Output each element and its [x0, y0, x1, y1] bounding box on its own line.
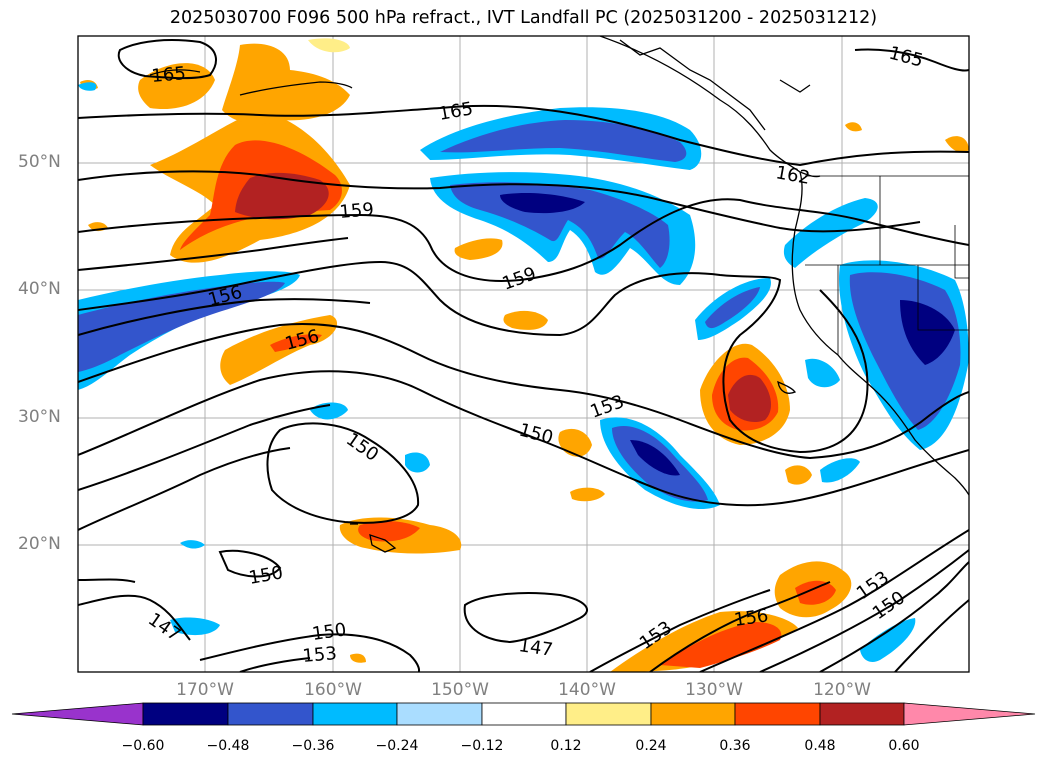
- map-content: 165 165 165 162 159 159 156 156 153 150 …: [78, 36, 969, 672]
- lat-label: 20°N: [18, 534, 61, 554]
- colorbar-swatch: [481, 702, 567, 726]
- colorbar-swatch: [142, 702, 229, 726]
- coastlines: [149, 36, 969, 553]
- map-frame: [77, 35, 970, 673]
- contour-label: 165: [437, 98, 474, 125]
- colorbar-swatch: [312, 702, 398, 726]
- lon-label: 140°W: [558, 680, 616, 700]
- lat-label: 50°N: [18, 152, 61, 172]
- contour-label: 150: [247, 562, 284, 589]
- colorbar-swatch: [227, 702, 314, 726]
- colorbar-swatch: [396, 702, 483, 726]
- contour-label: 150: [517, 420, 556, 449]
- gridlines: [78, 36, 969, 672]
- lon-label: 120°W: [813, 680, 871, 700]
- lon-label: 130°W: [685, 680, 743, 700]
- contour-label: 159: [339, 199, 375, 223]
- contour-label: 156: [733, 605, 770, 631]
- colorbar-tick-label: −0.24: [375, 738, 419, 754]
- colorbar-tick-label: 0.60: [888, 738, 920, 754]
- colorbar-tick-label: 0.48: [804, 738, 836, 754]
- contour-label: 150: [311, 619, 348, 645]
- contour-label: 165: [887, 43, 926, 72]
- contour-label: 147: [517, 635, 554, 661]
- colorbar-tick-label: 0.36: [719, 738, 751, 754]
- colorbar-tick-label: 0.12: [550, 738, 582, 754]
- contour-label: 147: [144, 609, 184, 646]
- positive-anomaly-shading: [80, 38, 969, 672]
- colorbar-swatch: [650, 702, 736, 726]
- contour-label: 165: [151, 63, 187, 87]
- height-contours: [78, 39, 969, 672]
- lon-label: 150°W: [431, 680, 489, 700]
- colorbar-swatch: [565, 702, 652, 726]
- contour-label: 150: [342, 429, 382, 466]
- contour-label: 162: [774, 162, 811, 189]
- colorbar-tick-label: −0.48: [206, 738, 250, 754]
- colorbar-tick-label: 0.24: [635, 738, 667, 754]
- colorbar-extend-left: [11, 702, 144, 726]
- map-title: 2025030700 F096 500 hPa refract., IVT La…: [169, 8, 878, 28]
- lat-label: 30°N: [18, 407, 61, 427]
- colorbar-swatch: [734, 702, 821, 726]
- colorbar: [11, 702, 1036, 726]
- colorbar-tick-label: −0.12: [460, 738, 504, 754]
- lon-label: 160°W: [304, 680, 362, 700]
- colorbar-swatch: [819, 702, 905, 726]
- contour-label: 153: [302, 643, 338, 667]
- lat-label: 40°N: [18, 279, 61, 299]
- colorbar-extend-right: [903, 702, 1036, 726]
- lon-label: 170°W: [176, 680, 234, 700]
- colorbar-tick-label: −0.36: [291, 738, 335, 754]
- colorbar-tick-label: −0.60: [121, 738, 165, 754]
- contour-labels: 165 165 165 162 159 159 156 156 153 150 …: [144, 43, 925, 667]
